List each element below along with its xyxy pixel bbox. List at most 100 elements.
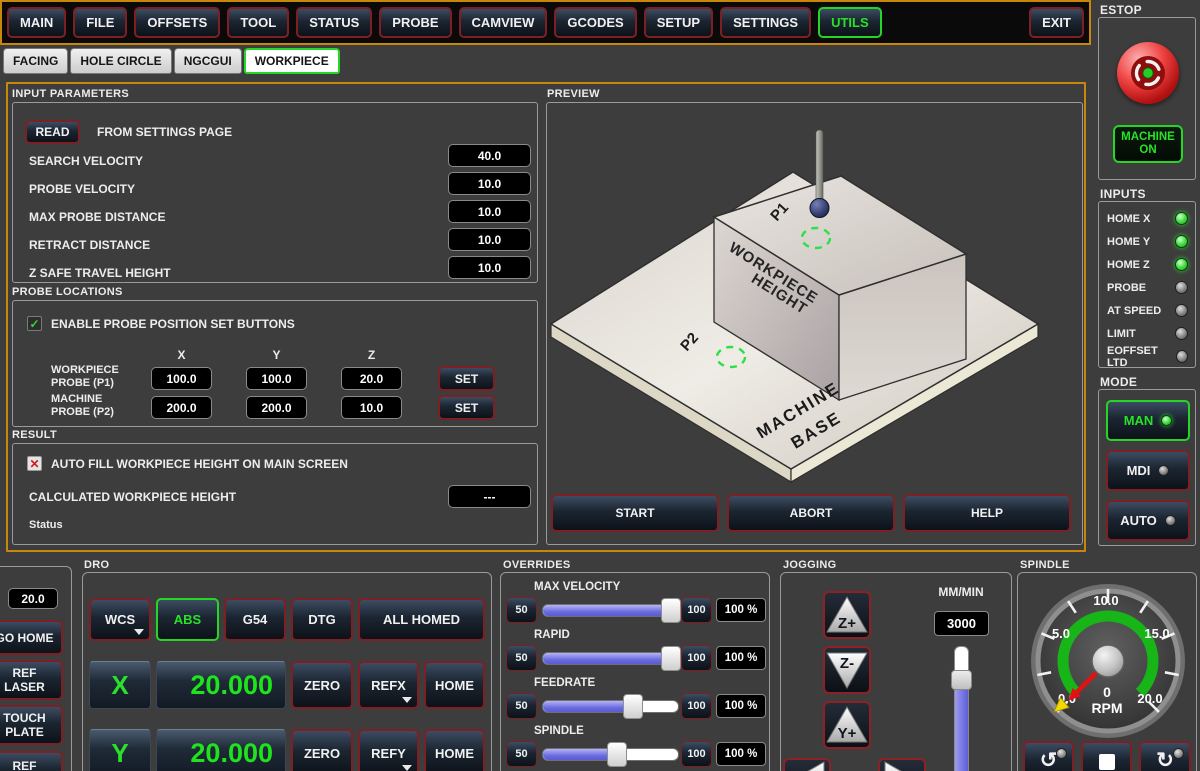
nav-camview-button[interactable]: CAMVIEW xyxy=(458,7,548,38)
nav-status-button[interactable]: STATUS xyxy=(296,7,373,38)
x-home-button[interactable]: HOME xyxy=(424,661,485,709)
mode-auto-button[interactable]: AUTO xyxy=(1106,500,1190,541)
slider-handle[interactable] xyxy=(661,598,681,623)
nav-settings-button[interactable]: SETTINGS xyxy=(720,7,812,38)
nav-file-button[interactable]: FILE xyxy=(73,7,128,38)
feedrate-min-button[interactable]: 50 xyxy=(506,693,537,719)
jog-slider-handle[interactable] xyxy=(951,670,972,690)
spindle-stop-button[interactable] xyxy=(1081,741,1132,771)
tab-ngcgui[interactable]: NGCGUI xyxy=(173,48,242,74)
nav-utils-button-active[interactable]: UTILS xyxy=(818,7,882,38)
rapid-min-button[interactable]: 50 xyxy=(506,645,537,671)
mode-man-button[interactable]: MAN xyxy=(1106,400,1190,441)
abort-button[interactable]: ABORT xyxy=(727,494,895,532)
exit-button[interactable]: EXIT xyxy=(1029,7,1084,38)
dtg-button[interactable]: DTG xyxy=(291,598,353,641)
estop-button[interactable] xyxy=(1117,42,1179,104)
probe-locations-group: ✓ ENABLE PROBE POSITION SET BUTTONS X Y … xyxy=(12,300,538,427)
spindle-rpm-gauge: 0.0 5.0 10.0 15.0 20.0 0 RPM xyxy=(1031,584,1185,738)
p2-x-input[interactable]: 200.0 xyxy=(151,396,212,419)
mode-mdi-button[interactable]: MDI xyxy=(1106,450,1190,491)
jog-x-plus-button[interactable] xyxy=(878,758,926,771)
max-velocity-min-button[interactable]: 50 xyxy=(506,597,537,623)
nav-tool-button[interactable]: TOOL xyxy=(227,7,290,38)
slider-handle[interactable] xyxy=(623,694,644,719)
jog-rate-display: 3000 xyxy=(934,611,989,636)
read-button[interactable]: READ xyxy=(25,120,80,144)
jog-z-minus-button[interactable]: Z- xyxy=(823,646,871,694)
p2-y-input[interactable]: 200.0 xyxy=(246,396,307,419)
column-header-x: X xyxy=(177,348,186,362)
spindle-max-button[interactable]: 100 xyxy=(681,741,712,767)
max-velocity-slider[interactable] xyxy=(542,598,681,623)
p1-x-input[interactable]: 100.0 xyxy=(151,367,212,390)
go-home-button[interactable]: GO HOME xyxy=(0,620,63,655)
slider-handle[interactable] xyxy=(607,742,627,767)
jog-z-plus-button[interactable]: Z+ xyxy=(823,591,871,639)
max-probe-distance-input[interactable]: 10.0 xyxy=(448,200,531,223)
p1-z-input[interactable]: 20.0 xyxy=(341,367,402,390)
slider-handle[interactable] xyxy=(661,646,681,671)
spindle-reverse-button[interactable]: ↺ xyxy=(1023,741,1074,771)
max-velocity-max-button[interactable]: 100 xyxy=(681,597,712,623)
tab-facing[interactable]: FACING xyxy=(3,48,69,74)
g54-button[interactable]: G54 xyxy=(224,598,286,641)
p1-y-input[interactable]: 100.0 xyxy=(246,367,307,390)
feedrate-slider[interactable] xyxy=(542,694,679,719)
y-home-button[interactable]: HOME xyxy=(424,729,485,771)
ref-button[interactable]: REF xyxy=(0,751,63,771)
probe-preview-illustration: P1 P2 WORKPIECE HEIGHT MACHINE BASE xyxy=(549,129,1040,484)
jog-rate-slider[interactable] xyxy=(951,646,972,771)
enable-probe-set-checkbox[interactable]: ✓ xyxy=(27,316,42,331)
read-caption: FROM SETTINGS PAGE xyxy=(97,125,233,139)
row-label-workpiece-probe: WORKPIECE PROBE (P1) xyxy=(51,364,119,389)
axis-y-select-button[interactable]: Y xyxy=(89,729,151,771)
jog-y-plus-button[interactable]: Y+ xyxy=(823,701,871,749)
rapid-slider[interactable] xyxy=(542,646,681,671)
all-homed-button[interactable]: ALL HOMED xyxy=(358,598,485,641)
axis-x-select-button[interactable]: X xyxy=(89,661,151,709)
gauge-center-knob xyxy=(1091,644,1125,678)
result-title: RESULT xyxy=(12,429,57,441)
jog-x-minus-button[interactable] xyxy=(783,758,831,771)
feedrate-max-button[interactable]: 100 xyxy=(681,693,712,719)
abs-button-active[interactable]: ABS xyxy=(156,598,219,641)
nav-probe-button[interactable]: PROBE xyxy=(379,7,452,38)
wcs-dropdown-button[interactable]: WCS xyxy=(89,598,151,641)
triangle-down-icon: Z- xyxy=(826,652,868,690)
x-ref-dropdown-button[interactable]: REFX xyxy=(358,661,419,709)
tab-workpiece-active[interactable]: WORKPIECE xyxy=(243,48,340,74)
workpiece-top-face xyxy=(712,175,968,296)
help-button[interactable]: HELP xyxy=(903,494,1071,532)
probe-velocity-input[interactable]: 10.0 xyxy=(448,172,531,195)
y-zero-button[interactable]: ZERO xyxy=(291,729,353,771)
spindle-min-button[interactable]: 50 xyxy=(506,741,537,767)
touch-plate-button[interactable]: TOUCH PLATE xyxy=(0,705,63,745)
field-label-max-probe-distance: MAX PROBE DISTANCE xyxy=(29,210,166,224)
autofill-height-checkbox[interactable]: ✕ xyxy=(27,456,42,471)
start-button[interactable]: START xyxy=(551,494,719,532)
nav-main-button[interactable]: MAIN xyxy=(7,7,67,38)
gauge-unit: RPM xyxy=(1091,700,1122,716)
nav-offsets-button[interactable]: OFFSETS xyxy=(134,7,221,38)
column-header-y: Y xyxy=(272,348,281,362)
retract-distance-input[interactable]: 10.0 xyxy=(448,228,531,251)
spindle-slider[interactable] xyxy=(542,742,679,767)
rapid-max-button[interactable]: 100 xyxy=(681,645,712,671)
x-zero-button[interactable]: ZERO xyxy=(291,661,353,709)
ref-laser-button[interactable]: REF LASER xyxy=(0,660,63,700)
spindle-forward-button[interactable]: ↻ xyxy=(1139,741,1191,771)
tab-hole-circle[interactable]: HOLE CIRCLE xyxy=(70,48,172,74)
laser-offset-input[interactable]: 20.0 xyxy=(8,588,58,609)
p1-set-button[interactable]: SET xyxy=(438,366,495,391)
z-safe-travel-input[interactable]: 10.0 xyxy=(448,256,531,279)
chevron-down-icon xyxy=(402,765,412,771)
search-velocity-input[interactable]: 40.0 xyxy=(448,144,531,167)
p2-set-button[interactable]: SET xyxy=(438,395,495,420)
nav-setup-button[interactable]: SETUP xyxy=(643,7,714,38)
input-parameters-title: INPUT PARAMETERS xyxy=(12,88,130,100)
nav-gcodes-button[interactable]: GCODES xyxy=(554,7,637,38)
machine-on-button[interactable]: MACHINE ON xyxy=(1113,125,1183,163)
y-ref-dropdown-button[interactable]: REFY xyxy=(358,729,419,771)
p2-z-input[interactable]: 10.0 xyxy=(341,396,402,419)
